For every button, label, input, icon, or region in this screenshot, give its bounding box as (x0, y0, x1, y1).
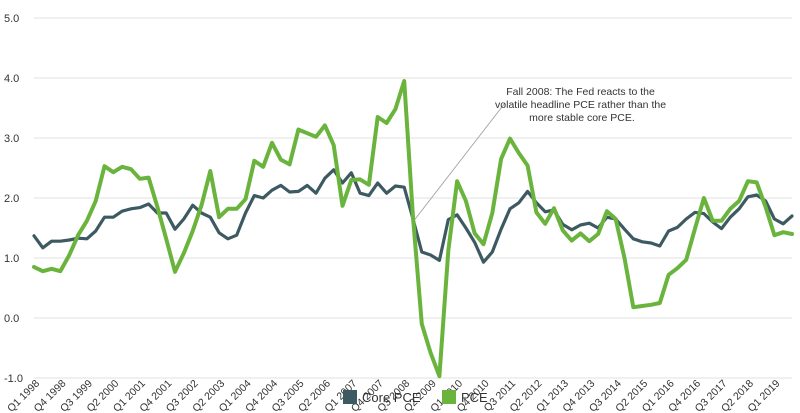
series-lines (32, 79, 794, 379)
annotation-line-2: volatile headline PCE rather than the (495, 99, 666, 111)
annotation-leader-line (414, 102, 506, 220)
y-tick-label: 5.0 (4, 13, 19, 25)
y-tick-label: -1.0 (4, 373, 23, 385)
legend-label-pce: PCE (461, 390, 488, 405)
annotation: Fall 2008: The Fed reacts to the volatil… (414, 86, 669, 220)
legend: Core PCE PCE (343, 390, 488, 405)
y-tick-label: 0.0 (4, 313, 19, 325)
y-tick-label: 2.0 (4, 193, 19, 205)
series-line-pce (32, 79, 794, 379)
legend-swatch-core-pce (343, 390, 357, 404)
legend-label-core-pce: Core PCE (362, 390, 421, 405)
annotation-line-3: more stable core PCE. (529, 112, 635, 124)
y-tick-label: 1.0 (4, 253, 19, 265)
annotation-text: Fall 2008: The Fed reacts to the volatil… (495, 86, 669, 124)
y-tick-label: 3.0 (4, 133, 19, 145)
legend-swatch-pce (442, 390, 456, 404)
gridlines (34, 17, 792, 379)
y-axis-ticks: 5.0 4.0 3.0 2.0 1.0 0.0 -1.0 (4, 13, 23, 385)
annotation-line-1: Fall 2008: The Fed reacts to the (506, 86, 655, 98)
y-tick-label: 4.0 (4, 73, 19, 85)
